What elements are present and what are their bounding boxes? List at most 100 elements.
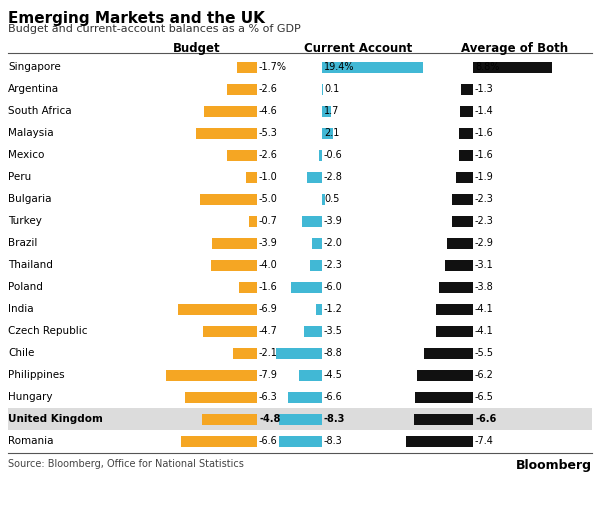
Text: India: India [8, 304, 34, 314]
Bar [322, 105, 331, 116]
Text: -1.9: -1.9 [475, 172, 494, 182]
Text: -4.1: -4.1 [475, 326, 494, 336]
Text: Philippines: Philippines [8, 370, 65, 380]
Text: Average of Both: Average of Both [461, 42, 569, 55]
Text: -2.3: -2.3 [475, 216, 494, 226]
Bar [458, 149, 473, 160]
Bar [249, 215, 257, 226]
Bar [460, 105, 473, 116]
Text: -8.3: -8.3 [324, 436, 343, 446]
Bar [185, 391, 257, 402]
Text: South Africa: South Africa [8, 106, 71, 116]
Bar [322, 193, 325, 204]
Bar [276, 347, 322, 358]
Text: -4.5: -4.5 [324, 370, 343, 380]
Bar [473, 61, 552, 72]
Text: 0.1: 0.1 [324, 84, 339, 94]
Text: Source: Bloomberg, Office for National Statistics: Source: Bloomberg, Office for National S… [8, 459, 244, 469]
Text: -1.3: -1.3 [475, 84, 494, 94]
Bar [436, 303, 473, 314]
Text: -2.3: -2.3 [324, 260, 343, 270]
Text: -4.0: -4.0 [259, 260, 278, 270]
Text: -0.6: -0.6 [324, 150, 343, 160]
Text: -3.9: -3.9 [324, 216, 343, 226]
Text: -6.6: -6.6 [475, 414, 496, 424]
Text: -8.8: -8.8 [324, 348, 343, 358]
Text: Poland: Poland [8, 282, 43, 292]
Text: -6.6: -6.6 [324, 392, 343, 402]
Bar [233, 347, 257, 358]
Bar [291, 281, 322, 292]
Text: Bloomberg: Bloomberg [516, 459, 592, 472]
Text: -3.9: -3.9 [259, 238, 278, 248]
Bar [458, 127, 473, 138]
Text: -2.1: -2.1 [259, 348, 278, 358]
Text: -1.7%: -1.7% [259, 62, 287, 72]
Text: -4.7: -4.7 [259, 326, 278, 336]
Text: -3.8: -3.8 [475, 282, 494, 292]
Text: Turkey: Turkey [8, 216, 42, 226]
Bar [415, 391, 473, 402]
Text: Hungary: Hungary [8, 392, 53, 402]
Bar [311, 237, 322, 248]
Bar [413, 413, 473, 424]
Bar [212, 237, 257, 248]
Text: -2.6: -2.6 [259, 150, 278, 160]
Text: -5.3: -5.3 [259, 128, 278, 138]
Bar [239, 281, 257, 292]
Text: Current Account: Current Account [304, 42, 412, 55]
Text: -1.2: -1.2 [324, 304, 343, 314]
Bar [445, 259, 473, 270]
Text: -0.7: -0.7 [259, 216, 278, 226]
Bar [245, 171, 257, 182]
Bar [417, 369, 473, 380]
Bar [227, 149, 257, 160]
Bar [304, 325, 322, 336]
Bar [203, 325, 257, 336]
Text: Malaysia: Malaysia [8, 128, 53, 138]
Bar [279, 435, 322, 446]
Text: -2.9: -2.9 [475, 238, 494, 248]
Bar [307, 171, 322, 182]
Text: -7.9: -7.9 [259, 370, 278, 380]
Text: -6.6: -6.6 [259, 436, 278, 446]
Bar [436, 325, 473, 336]
Bar [424, 347, 473, 358]
Text: 1.7: 1.7 [324, 106, 340, 116]
Text: -2.8: -2.8 [324, 172, 343, 182]
Bar [202, 413, 257, 424]
Bar [461, 83, 473, 94]
Text: -1.6: -1.6 [475, 128, 494, 138]
Text: -7.4: -7.4 [475, 436, 494, 446]
Text: -6.9: -6.9 [259, 304, 278, 314]
Text: Bulgaria: Bulgaria [8, 194, 52, 204]
Text: -4.8: -4.8 [259, 414, 280, 424]
Text: Peru: Peru [8, 172, 31, 182]
Bar [279, 413, 322, 424]
Text: 19.4%: 19.4% [324, 62, 355, 72]
Text: -4.1: -4.1 [475, 304, 494, 314]
Text: Czech Republic: Czech Republic [8, 326, 88, 336]
Bar [227, 83, 257, 94]
Bar [452, 215, 473, 226]
Text: Chile: Chile [8, 348, 34, 358]
Text: -1.6: -1.6 [475, 150, 494, 160]
Text: -6.5: -6.5 [475, 392, 494, 402]
Text: 8.8%: 8.8% [475, 62, 499, 72]
Bar [238, 61, 257, 72]
Bar [456, 171, 473, 182]
Text: -6.0: -6.0 [324, 282, 343, 292]
Text: -1.0: -1.0 [259, 172, 278, 182]
Text: 0.5: 0.5 [324, 194, 340, 204]
Text: Argentina: Argentina [8, 84, 59, 94]
Text: Budget: Budget [173, 42, 221, 55]
Text: -3.5: -3.5 [324, 326, 343, 336]
Text: Mexico: Mexico [8, 150, 44, 160]
Text: -2.0: -2.0 [324, 238, 343, 248]
Bar [204, 105, 257, 116]
Text: -1.4: -1.4 [475, 106, 494, 116]
Text: -6.3: -6.3 [259, 392, 278, 402]
Text: -1.6: -1.6 [259, 282, 278, 292]
Text: Brazil: Brazil [8, 238, 37, 248]
Bar [199, 193, 257, 204]
